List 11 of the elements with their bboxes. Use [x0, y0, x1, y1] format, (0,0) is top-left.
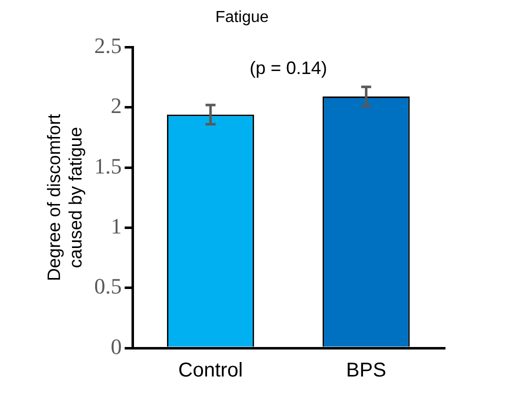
- y-axis-title: Degree of discomfort caused by fatigue: [44, 114, 86, 282]
- y-tick-label: 2: [110, 93, 122, 118]
- x-tick-label: BPS: [346, 360, 386, 382]
- annotation: (p = 0.14): [250, 58, 328, 78]
- y-tick-label: 1.5: [94, 153, 122, 178]
- x-tick-label: Control: [178, 360, 243, 382]
- y-tick-label: 0: [110, 334, 122, 359]
- chart-title: Fatigue: [215, 9, 269, 26]
- y-tick-label: 0.5: [94, 274, 122, 299]
- y-tick-label: 1: [110, 213, 122, 238]
- y-tick-label: 2.5: [94, 32, 122, 58]
